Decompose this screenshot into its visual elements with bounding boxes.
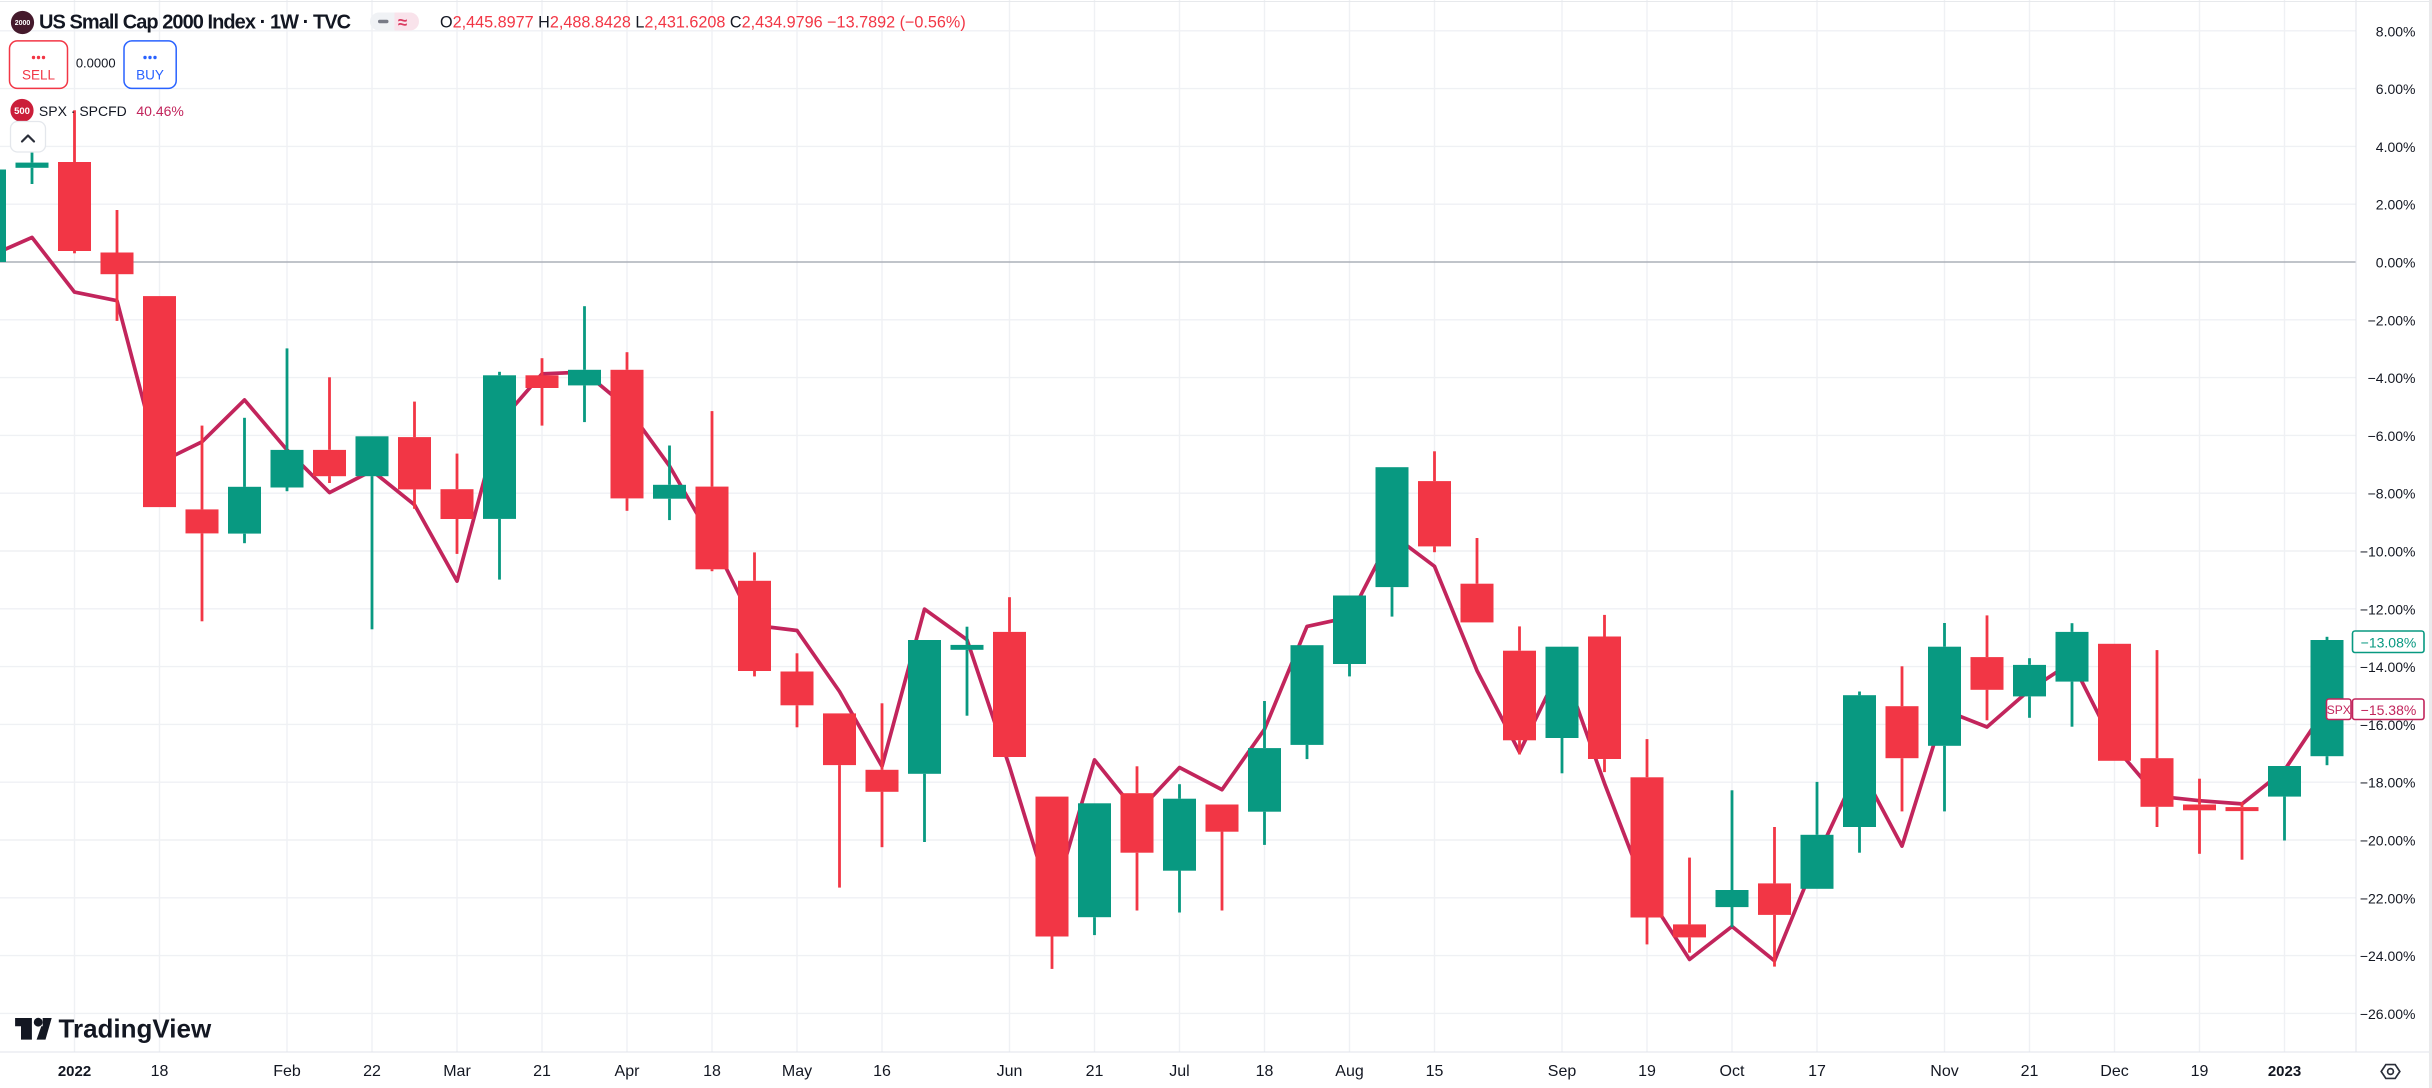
svg-text:2.00%: 2.00%: [2376, 197, 2416, 213]
svg-text:−15.38%: −15.38%: [2361, 702, 2417, 718]
svg-text:Apr: Apr: [615, 1063, 641, 1080]
svg-text:21: 21: [1086, 1063, 1104, 1080]
svg-text:−2.00%: −2.00%: [2368, 312, 2416, 328]
svg-text:2000: 2000: [15, 20, 31, 27]
svg-text:Jul: Jul: [1169, 1063, 1189, 1080]
svg-text:8.00%: 8.00%: [2376, 23, 2416, 39]
svg-text:SPX: SPX: [2327, 703, 2351, 717]
svg-text:−20.00%: −20.00%: [2360, 833, 2416, 849]
svg-text:Sep: Sep: [1548, 1063, 1577, 1080]
svg-text:TradingView: TradingView: [59, 1014, 212, 1044]
svg-text:0.0000: 0.0000: [76, 56, 116, 71]
svg-text:−12.00%: −12.00%: [2360, 601, 2416, 617]
svg-text:17: 17: [1808, 1063, 1826, 1080]
svg-text:SELL: SELL: [22, 68, 56, 83]
svg-text:BUY: BUY: [136, 68, 164, 83]
svg-text:Oct: Oct: [1720, 1063, 1745, 1080]
svg-text:−26.00%: −26.00%: [2360, 1006, 2416, 1022]
svg-text:2023: 2023: [2268, 1063, 2301, 1080]
svg-text:−14.00%: −14.00%: [2360, 659, 2416, 675]
svg-text:O2,445.8977 H2,488.8428 L2,431: O2,445.8977 H2,488.8428 L2,431.6208 C2,4…: [440, 14, 966, 32]
svg-text:0.00%: 0.00%: [2376, 255, 2416, 271]
svg-text:22: 22: [363, 1063, 381, 1080]
svg-text:≈: ≈: [398, 13, 407, 32]
svg-text:15: 15: [1426, 1063, 1444, 1080]
svg-text:−6.00%: −6.00%: [2368, 428, 2416, 444]
svg-text:21: 21: [533, 1063, 551, 1080]
svg-text:40.46%: 40.46%: [136, 103, 183, 119]
svg-text:16: 16: [873, 1063, 891, 1080]
svg-text:−4.00%: −4.00%: [2368, 370, 2416, 386]
svg-text:SPX · SPCFD: SPX · SPCFD: [39, 103, 127, 119]
svg-text:−18.00%: −18.00%: [2360, 775, 2416, 791]
svg-text:2022: 2022: [58, 1063, 91, 1080]
svg-text:21: 21: [2021, 1063, 2039, 1080]
svg-text:18: 18: [151, 1063, 169, 1080]
svg-text:−13.08%: −13.08%: [2361, 635, 2417, 651]
svg-text:19: 19: [1638, 1063, 1656, 1080]
svg-text:18: 18: [703, 1063, 721, 1080]
svg-text:Mar: Mar: [443, 1063, 471, 1080]
svg-text:Aug: Aug: [1335, 1063, 1363, 1080]
svg-text:500: 500: [14, 106, 30, 117]
svg-text:−16.00%: −16.00%: [2360, 717, 2416, 733]
svg-text:4.00%: 4.00%: [2376, 139, 2416, 155]
svg-text:19: 19: [2191, 1063, 2209, 1080]
svg-text:−22.00%: −22.00%: [2360, 890, 2416, 906]
svg-text:May: May: [782, 1063, 812, 1080]
svg-text:Dec: Dec: [2100, 1063, 2128, 1080]
svg-text:−10.00%: −10.00%: [2360, 544, 2416, 560]
svg-text:Feb: Feb: [273, 1063, 301, 1080]
svg-text:6.00%: 6.00%: [2376, 81, 2416, 97]
svg-text:−24.00%: −24.00%: [2360, 948, 2416, 964]
svg-text:US Small Cap 2000 Index · 1W ·: US Small Cap 2000 Index · 1W · TVC: [39, 12, 351, 34]
svg-text:18: 18: [1256, 1063, 1274, 1080]
svg-text:Nov: Nov: [1930, 1063, 1958, 1080]
svg-text:Jun: Jun: [997, 1063, 1023, 1080]
svg-text:−8.00%: −8.00%: [2368, 486, 2416, 502]
